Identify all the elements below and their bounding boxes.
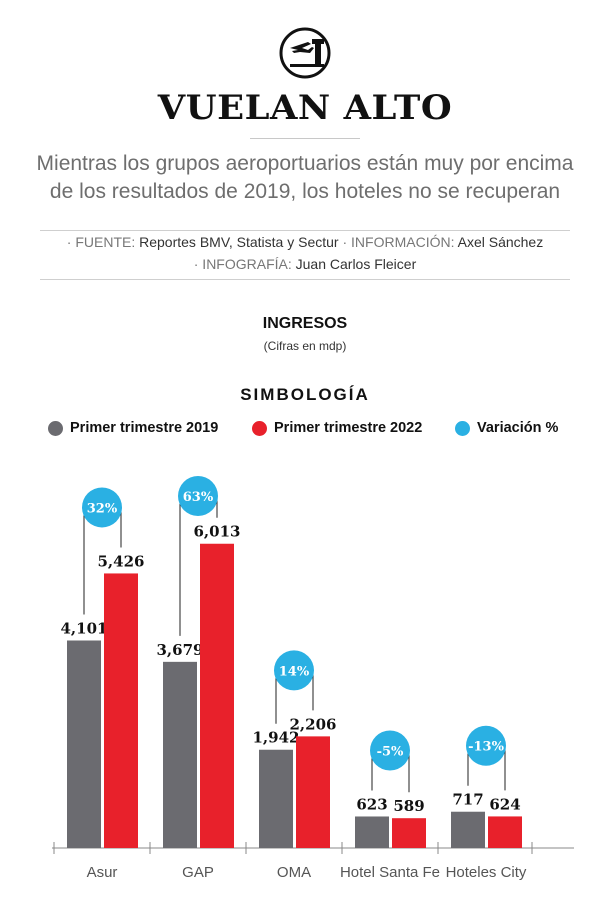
- page-title: VUELAN ALTO: [157, 88, 453, 128]
- credits-line-1: · FUENTE: Reportes BMV, Statista y Sectu…: [40, 231, 570, 253]
- variation-label: 14%: [279, 664, 310, 679]
- variation-bracket-left: [179, 499, 182, 636]
- variation-bubble: [178, 476, 218, 516]
- legend-label-2022: Primer trimestre 2022: [274, 420, 423, 436]
- data-label-2019: 3,679: [157, 641, 204, 659]
- chart-units: (Cifras en mdp): [263, 339, 347, 353]
- bar-2019: [355, 816, 389, 848]
- variation-bubble: [82, 487, 122, 528]
- variation-label: 32%: [87, 501, 118, 516]
- variation-label: 63%: [183, 490, 214, 505]
- data-label-2022: 624: [489, 795, 520, 813]
- credits-box: · FUENTE: Reportes BMV, Statista y Sectu…: [40, 230, 570, 280]
- legend-item-2022: Primer trimestre 2022: [252, 418, 422, 438]
- legend-title: SIMBOLOGÍA: [240, 385, 370, 404]
- bar-2022: [104, 573, 138, 848]
- page-subtitle: Mientras los grupos aeroportuarios están…: [20, 150, 590, 206]
- legend-dot-gray: [48, 420, 63, 436]
- bar-2022: [200, 543, 234, 848]
- bar-chart: 4,101 5,426 32% Asur 3,679 6,013 63% GAP 1,9422,…: [52, 476, 574, 881]
- informacion-label: · INFORMACIÓN:: [342, 234, 455, 250]
- bar-2019: [67, 640, 101, 848]
- title-divider: [250, 138, 360, 139]
- subtitle-line-2: de los resultados de 2019, los hoteles n…: [49, 180, 561, 203]
- legend-label-2019: Primer trimestre 2019: [70, 420, 219, 436]
- chart-title: INGRESOS: [262, 315, 348, 332]
- category-label: GAP: [182, 864, 214, 881]
- infografia-value: Juan Carlos Fleicer: [295, 256, 417, 272]
- category-label: Asur: [87, 864, 118, 881]
- variation-bracket-left: [83, 510, 86, 615]
- infografia-label: · INFOGRAFÍA:: [193, 256, 292, 272]
- data-label-2022: 2,206: [290, 715, 337, 733]
- airport-tower-plane-icon: [278, 26, 332, 80]
- credits-line-2: · INFOGRAFÍA: Juan Carlos Fleicer: [40, 253, 570, 275]
- data-label-2022: 5,426: [98, 552, 145, 570]
- legend-label-variacion: Variación %: [477, 420, 559, 436]
- category-label: Hoteles City: [446, 864, 527, 881]
- subtitle-line-1: Mientras los grupos aeroportuarios están…: [36, 152, 574, 175]
- bar-2022: [296, 736, 330, 848]
- legend-item-2019: Primer trimestre 2019: [48, 418, 218, 438]
- bar-2022: [488, 816, 522, 848]
- legend-dot-blue: [455, 420, 470, 436]
- informacion-value: Axel Sánchez: [457, 234, 544, 250]
- category-label: OMA: [277, 864, 311, 881]
- category-label: Hotel Santa Fe: [340, 864, 440, 881]
- fuente-label: · FUENTE:: [66, 234, 136, 250]
- variation-label: -5%: [377, 744, 404, 759]
- data-label-2019: 4,101: [61, 619, 108, 637]
- variation-bubble: [370, 730, 410, 771]
- variation-bubble: [466, 725, 506, 766]
- data-label-2019: 623: [356, 795, 387, 813]
- bar-2019: [163, 661, 197, 848]
- bar-2022: [392, 818, 426, 848]
- legend-dot-red: [252, 420, 267, 436]
- data-label-2022: 589: [393, 797, 424, 815]
- bar-2019: [451, 811, 485, 848]
- bar-2019: [259, 749, 293, 848]
- variation-label: -13%: [468, 740, 504, 755]
- data-label-2019: 1,942: [253, 729, 300, 747]
- data-label-2022: 6,013: [194, 523, 241, 541]
- variation-bubble: [274, 650, 314, 691]
- fuente-value: Reportes BMV, Statista y Sectur: [139, 234, 339, 250]
- data-label-2019: 717: [452, 791, 483, 809]
- legend-item-variacion: Variación %: [455, 418, 558, 438]
